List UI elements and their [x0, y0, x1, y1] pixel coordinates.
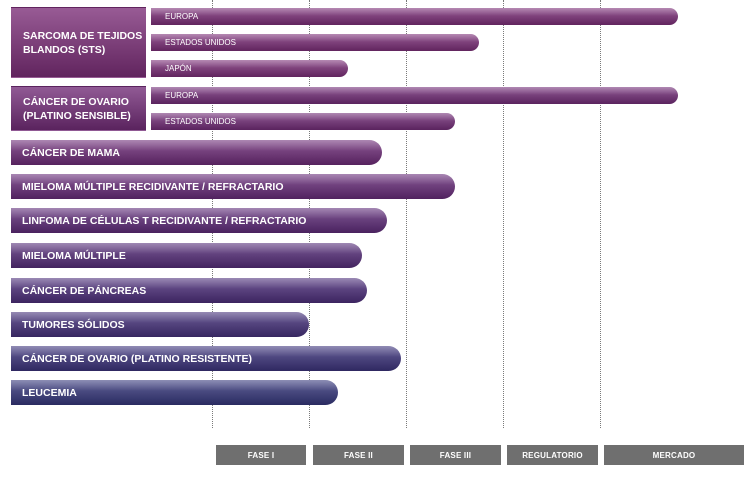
gridline-5 [600, 0, 601, 428]
phase-label: MERCADO [604, 445, 744, 465]
gridline-4 [503, 0, 504, 428]
indication-bar: TUMORES SÓLIDOS [11, 312, 309, 337]
indication-bar: CÁNCER DE MAMA [11, 140, 382, 165]
gridline-3 [406, 0, 407, 428]
phase-label: FASE I [216, 445, 306, 465]
indication-bar: CÁNCER DE PÁNCREAS [11, 278, 368, 303]
indication-bar: CÁNCER DE OVARIO (PLATINO RESISTENTE) [11, 346, 402, 371]
group-subbar: ESTADOS UNIDOS [151, 113, 455, 130]
phase-label: REGULATORIO [507, 445, 598, 465]
group-label: SARCOMA DE TEJIDOS BLANDOS (STS) [11, 7, 148, 78]
group-subbar: ESTADOS UNIDOS [151, 34, 479, 51]
phase-label: FASE II [313, 445, 404, 465]
indication-bar: MIELOMA MÚLTIPLE RECIDIVANTE / REFRACTAR… [11, 174, 455, 199]
indication-bar: MIELOMA MÚLTIPLE [11, 243, 363, 268]
indication-bar: LINFOMA DE CÉLULAS T RECIDIVANTE / REFRA… [11, 208, 387, 233]
group-subbar: JAPÓN [151, 60, 348, 77]
group-subbar: EUROPA [151, 87, 678, 104]
group-subbar: EUROPA [151, 8, 678, 25]
phase-label: FASE III [410, 445, 501, 465]
indication-bar: LEUCEMIA [11, 380, 339, 405]
group-label: CÁNCER DE OVARIO (PLATINO SENSIBLE) [11, 86, 148, 131]
